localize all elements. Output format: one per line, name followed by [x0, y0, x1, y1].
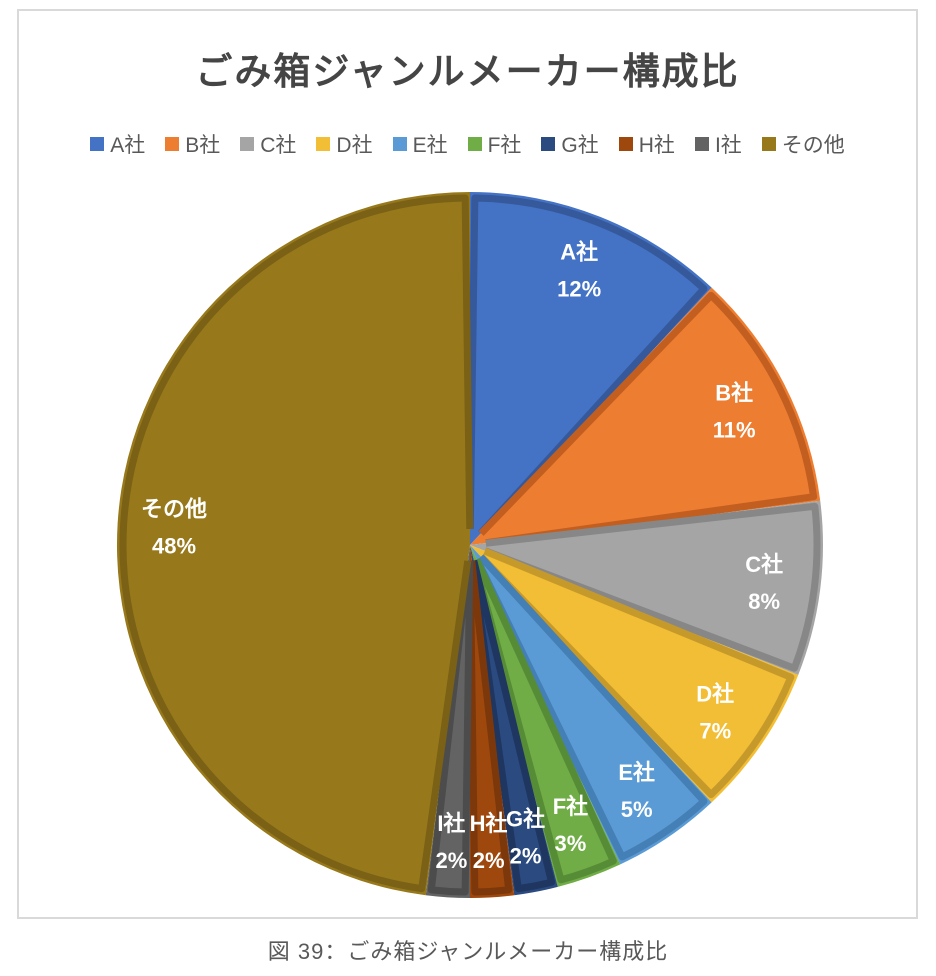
- legend-swatch-icon: [165, 137, 180, 151]
- legend-label: その他: [781, 134, 845, 157]
- slice-label-G社: G社 2%: [506, 806, 545, 868]
- legend-item-D社: D社: [316, 129, 373, 159]
- legend-swatch-icon: [90, 137, 105, 151]
- legend-item-E社: E社: [392, 129, 448, 159]
- legend-item-その他: その他: [761, 129, 845, 159]
- legend-swatch-icon: [694, 137, 709, 151]
- pie-slice-A社: [470, 192, 712, 545]
- slice-label-I社: I社 2%: [435, 811, 467, 873]
- legend-item-F社: F社: [467, 129, 522, 159]
- legend-swatch-icon: [618, 137, 633, 151]
- legend: A社 B社 C社 D社 E社 F社 G社 H社 I社 その他: [19, 129, 916, 159]
- pie-chart: A社 12% B社 11% C社 8% D社 7% E社 5% F社 3%G社 2%H社 2%I社 2% その…: [116, 191, 824, 898]
- legend-swatch-icon: [761, 137, 776, 151]
- legend-label: E社: [412, 134, 448, 157]
- pie-slice-E社: [470, 545, 712, 865]
- pie-slice-D社: [470, 545, 799, 803]
- pie-slice-edge: [466, 194, 708, 536]
- slice-label-その他: その他 48%: [141, 496, 207, 558]
- slice-label-H社: H社 2%: [470, 811, 508, 873]
- slice-label-A社: A社 12%: [557, 239, 601, 301]
- pie-slice-edge: [470, 558, 617, 884]
- slice-label-E社: E社 5%: [618, 760, 655, 822]
- legend-item-A社: A社: [90, 129, 145, 159]
- legend-label: H社: [638, 134, 675, 157]
- slice-label-F社: F社 3%: [553, 794, 588, 856]
- legend-item-G社: G社: [541, 129, 599, 159]
- figure-caption: 図 39：ごみ箱ジャンルメーカー構成比: [267, 939, 669, 964]
- pie-slice-edge: [119, 194, 474, 893]
- slice-label-D社: D社 7%: [696, 682, 734, 744]
- legend-label: A社: [110, 134, 146, 157]
- pie-slice-その他: [116, 191, 471, 896]
- pie-slice-edge: [483, 502, 821, 672]
- legend-item-H社: H社: [618, 129, 675, 159]
- legend-item-C社: C社: [240, 129, 296, 159]
- legend-item-I社: I社: [694, 129, 742, 159]
- legend-item-B社: B社: [165, 129, 220, 159]
- slice-label-C社: C社 8%: [745, 552, 783, 614]
- legend-label: G社: [561, 134, 599, 157]
- pie-slice-C社: [470, 500, 824, 675]
- legend-swatch-icon: [467, 137, 482, 151]
- legend-label: I社: [714, 134, 742, 157]
- pie-slice-edge: [466, 560, 513, 896]
- slice-label-B社: B社 11%: [713, 380, 756, 442]
- legend-swatch-icon: [541, 137, 556, 151]
- legend-swatch-icon: [240, 137, 255, 151]
- legend-swatch-icon: [392, 137, 407, 151]
- pie-slice-B社: [470, 287, 821, 545]
- pie-slice-edge: [478, 291, 818, 547]
- pie-slice-edge: [473, 554, 708, 861]
- pie-slice-edge: [478, 547, 795, 799]
- legend-label: F社: [487, 134, 522, 157]
- chart-title: ごみ箱ジャンルメーカー構成比: [195, 51, 740, 92]
- legend-label: D社: [336, 134, 373, 157]
- legend-swatch-icon: [316, 137, 331, 151]
- chart-panel: ごみ箱ジャンルメーカー構成比 A社 B社 C社 D社 E社 F社 G社 H社 I社 その他 A社 1…: [17, 9, 918, 919]
- pie-slice-edge: [468, 559, 556, 893]
- pie-slice-edge: [427, 560, 474, 896]
- legend-label: C社: [260, 134, 297, 157]
- legend-label: B社: [185, 134, 221, 157]
